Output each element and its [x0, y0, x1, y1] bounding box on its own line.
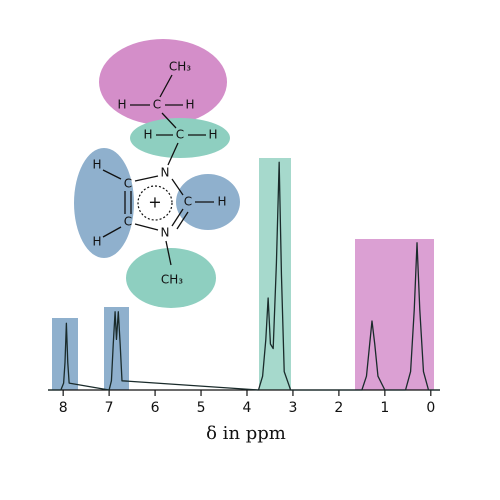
x-tick-label: 4	[243, 400, 252, 416]
atom-label: CH₃	[161, 273, 183, 287]
bond	[102, 169, 122, 180]
highlight-region	[104, 307, 129, 390]
group-highlight	[130, 118, 230, 158]
bond	[161, 112, 177, 129]
x-tick-label: 1	[380, 400, 389, 416]
molecule: CH₃ H C H H C H N C C H H + C H N CH₃	[74, 39, 240, 308]
x-tick-label: 5	[197, 400, 206, 416]
x-tick-label: 2	[334, 400, 343, 416]
group-highlight	[74, 148, 134, 258]
bond	[171, 178, 184, 196]
bond	[165, 240, 172, 266]
atom-label: H	[92, 158, 101, 172]
atom-label: H	[117, 98, 126, 112]
atom-label: C	[184, 195, 192, 209]
bond	[134, 223, 159, 231]
atom-label: CH₃	[169, 60, 191, 74]
aromatic-ring	[137, 185, 173, 221]
bonds	[102, 74, 214, 266]
atom-label: H	[185, 98, 194, 112]
group-highlight	[126, 248, 216, 308]
atom-label: H	[217, 195, 226, 209]
atom-label: H	[92, 235, 101, 249]
x-tick-label: 6	[151, 400, 160, 416]
atom-label: N	[161, 166, 170, 180]
bond	[167, 142, 179, 166]
bond	[159, 74, 173, 98]
x-tick-label: 8	[59, 400, 68, 416]
atom-label: C	[153, 98, 161, 112]
atom-label: H	[208, 128, 217, 142]
x-tick-label: 7	[105, 400, 114, 416]
atom-label: C	[124, 177, 132, 191]
x-tick-label: 3	[288, 400, 297, 416]
group-highlight	[99, 39, 227, 125]
charge-label: +	[148, 193, 161, 212]
bond	[102, 226, 122, 238]
bond	[176, 211, 189, 230]
bond	[171, 208, 184, 227]
spectrum-line	[48, 161, 440, 391]
x-tick-label: 0	[426, 400, 435, 416]
atom-label: C	[176, 128, 184, 142]
x-axis-label: δ in ppm	[206, 423, 286, 444]
atom-label: H	[143, 128, 152, 142]
bond	[134, 175, 159, 182]
atom-label: N	[161, 226, 170, 240]
atom-label: C	[124, 215, 132, 229]
